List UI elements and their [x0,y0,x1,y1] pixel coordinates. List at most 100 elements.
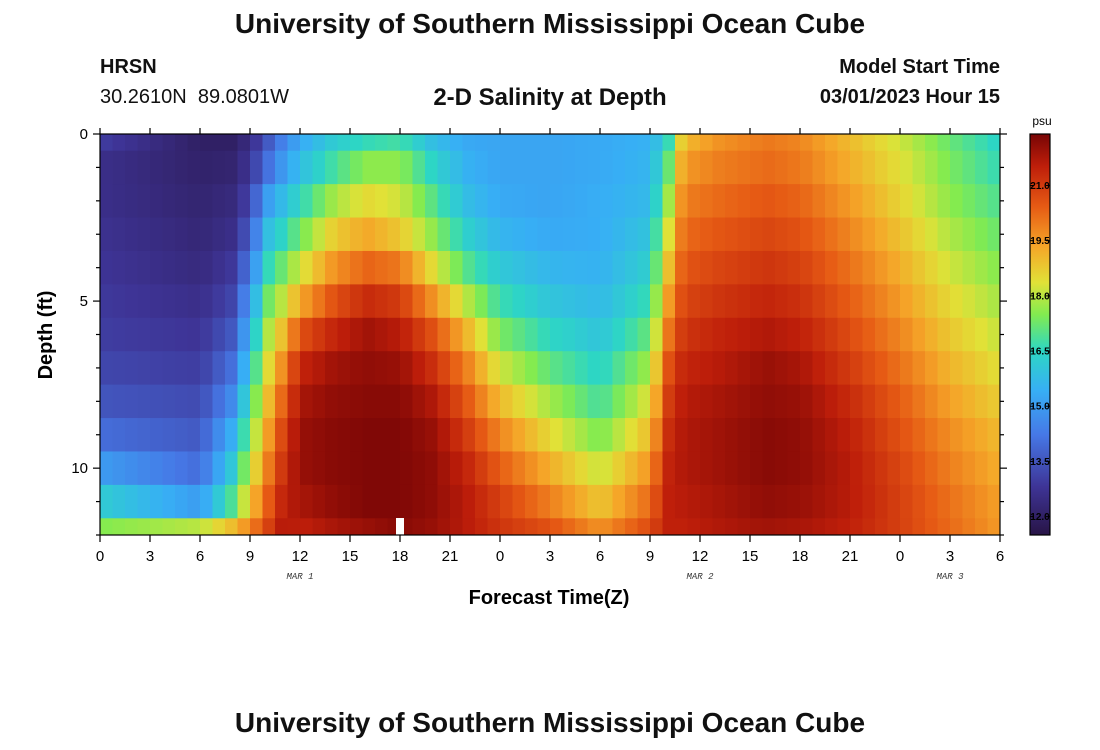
heatmap-cell [800,250,814,285]
heatmap-cell [412,384,426,419]
heatmap-cell [250,317,264,352]
heatmap-cell [325,134,339,152]
heatmap-cell [187,418,201,453]
heatmap-cell [662,351,676,386]
heatmap-cell [100,484,114,519]
heatmap-cell [912,217,926,252]
heatmap-cell [800,134,814,152]
heatmap-cell [100,384,114,419]
colorbar-tick-label: 21.0 [1030,181,1050,192]
heatmap-cell [687,184,701,219]
heatmap-cell [375,284,389,319]
x-tick-label: 12 [292,548,309,565]
heatmap-cell [387,184,401,219]
heatmap-cell [812,484,826,519]
heatmap-cell [787,518,801,535]
x-tick-label: 12 [692,548,709,565]
heatmap-cell [200,317,214,352]
heatmap-cell [850,518,864,535]
heatmap-cell [712,518,726,535]
heatmap-cell [350,134,364,152]
x-tick-label: 6 [196,548,204,565]
heatmap-cell [550,150,564,185]
heatmap-cell [425,250,439,285]
heatmap-cell [350,217,364,252]
heatmap-cell [712,217,726,252]
heatmap-cell [575,134,589,152]
heatmap-cell [300,134,314,152]
heatmap-cell [837,134,851,152]
heatmap-cell [600,284,614,319]
heatmap-cell [550,518,564,535]
heatmap-cell [762,484,776,519]
heatmap-cell [687,351,701,386]
heatmap-cell [500,484,514,519]
heatmap-cell [137,250,151,285]
heatmap-cell [112,451,126,486]
heatmap-cell [337,184,351,219]
heatmap-cell [725,184,739,219]
heatmap-cell [225,451,239,486]
heatmap-cell [812,317,826,352]
heatmap-cell [862,150,876,185]
heatmap-cell [237,451,251,486]
heatmap-cell [662,451,676,486]
heatmap-cell [537,484,551,519]
heatmap-cell [562,184,576,219]
heatmap-cell [300,451,314,486]
heatmap-cell [350,484,364,519]
heatmap-cell [237,150,251,185]
heatmap-cell [450,418,464,453]
heatmap-cell [262,418,276,453]
heatmap-cell [787,317,801,352]
heatmap-cell [262,484,276,519]
heatmap-cell [200,217,214,252]
heatmap-cell [125,418,139,453]
heatmap-cell [137,351,151,386]
heatmap-cell [125,518,139,535]
heatmap-cell [437,451,451,486]
heatmap-cell [775,384,789,419]
heatmap-cell [200,184,214,219]
heatmap-cell [137,150,151,185]
heatmap-cell [812,418,826,453]
heatmap-cell [537,284,551,319]
heatmap-cell [912,250,926,285]
station-coordinates: 30.2610N 89.0801W [100,86,290,108]
heatmap-cell [587,451,601,486]
heatmap-cell [312,484,326,519]
heatmap-cell [175,317,189,352]
heatmap-cell [600,217,614,252]
heatmap-cell [262,384,276,419]
heatmap-cell [725,418,739,453]
heatmap-cell [675,518,689,535]
heatmap-cell [175,150,189,185]
heatmap-cell [212,184,226,219]
heatmap-cell [675,384,689,419]
heatmap-cell [987,150,1000,185]
heatmap-cell [987,518,1000,535]
heatmap-cell [825,518,839,535]
heatmap-cell [400,184,414,219]
heatmap-cell [150,451,164,486]
heatmap-cell [350,451,364,486]
heatmap-cell [137,518,151,535]
heatmap-cell [175,484,189,519]
heatmap-cell [562,284,576,319]
heatmap-cell [700,384,714,419]
y-tick-label: 5 [80,293,88,310]
heatmap-cell [275,351,289,386]
heatmap-cell [275,134,289,152]
heatmap-cell [337,284,351,319]
heatmap-cell [150,384,164,419]
heatmap-cell [975,451,989,486]
heatmap-cell [137,384,151,419]
heatmap-cell [887,484,901,519]
heatmap-cell [825,451,839,486]
heatmap-cell [837,217,851,252]
heatmap-cell [637,418,651,453]
heatmap-cell [187,484,201,519]
heatmap-cell [175,250,189,285]
heatmap-cell [300,150,314,185]
heatmap-cell [437,418,451,453]
